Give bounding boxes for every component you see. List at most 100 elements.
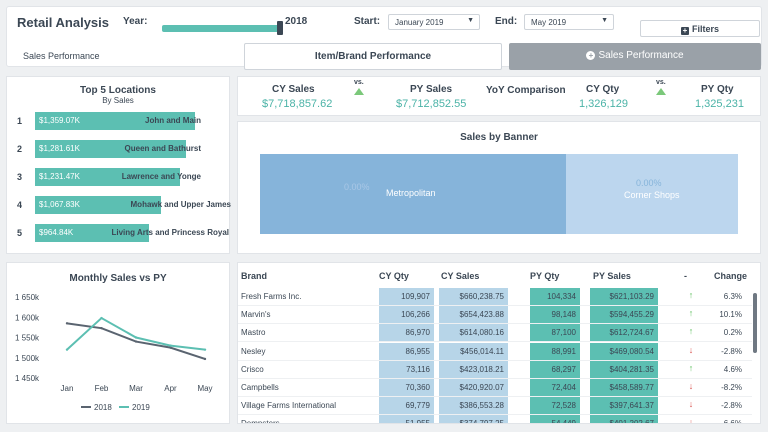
change-cell: -2.8% bbox=[721, 401, 742, 411]
row-divider bbox=[238, 396, 752, 397]
x-tick-label: Apr bbox=[164, 384, 177, 393]
metro-pct: 0.00% bbox=[344, 182, 370, 192]
y-tick-label: 1 500k bbox=[15, 354, 40, 363]
cy-qty-cell: 86,955 bbox=[379, 342, 434, 360]
location-row[interactable]: 4 $1,067.83K Mohawk and Upper James bbox=[15, 196, 231, 214]
cy-qty-cell: 51,955 bbox=[379, 415, 434, 423]
filters-button[interactable]: + Filters bbox=[640, 20, 760, 37]
end-select-value: May 2019 bbox=[531, 18, 567, 27]
header-panel: Retail Analysis Year: 2018 Start: Januar… bbox=[6, 6, 762, 70]
up-triangle-icon bbox=[354, 88, 364, 95]
table-row[interactable]: Campbells 70,360 $420,920.07 72,404 $458,589… bbox=[238, 379, 760, 397]
table-row[interactable]: Crisco 73,116 $423,018.21 68,297 $404,281.35… bbox=[238, 360, 760, 379]
location-name: Lawrence and Yonge bbox=[121, 172, 201, 181]
start-select-value: January 2019 bbox=[395, 18, 444, 27]
table-scrollbar[interactable] bbox=[753, 293, 757, 353]
row-divider bbox=[238, 414, 752, 416]
x-tick-label: Jan bbox=[61, 384, 74, 393]
location-row[interactable]: 5 $964.84K Living Arts and Princess Royal bbox=[15, 224, 229, 242]
change-cell: 6.3% bbox=[723, 292, 742, 301]
section-label: Sales Performance bbox=[23, 51, 100, 61]
row-divider bbox=[238, 305, 752, 306]
end-select[interactable]: May 2019 ▼ bbox=[524, 14, 614, 30]
py-qty-cell: 72,528 bbox=[530, 397, 580, 415]
py-qty-label: PY Qty bbox=[701, 84, 734, 95]
brand-cell: Nesley bbox=[241, 346, 266, 356]
table-row[interactable]: Fresh Farms Inc. 109,907 $660,238.75 104,33… bbox=[238, 288, 760, 306]
location-name: Mohawk and Upper James bbox=[130, 200, 231, 209]
table-row[interactable]: Marvin's 106,266 $654,423.88 98,148 $594,455… bbox=[238, 306, 760, 325]
column-header[interactable]: Change bbox=[714, 271, 748, 281]
table-row[interactable]: Dempsters 51,955 $374,797.25 54,449 $401,202… bbox=[238, 415, 760, 424]
py-sales-cell: $458,589.77 bbox=[590, 379, 658, 396]
year-slider[interactable] bbox=[162, 25, 282, 32]
py-qty-cell: 104,334 bbox=[530, 288, 580, 305]
location-row[interactable]: 3 $1,231.47K Lawrence and Yonge bbox=[15, 168, 225, 186]
brand-cell: Fresh Farms Inc. bbox=[241, 292, 302, 301]
location-row[interactable]: 2 $1,281.61K Queen and Bathurst bbox=[15, 140, 225, 158]
column-header[interactable]: PY Qty bbox=[530, 271, 560, 281]
table-row[interactable]: Village Farms International 69,779 $386,55… bbox=[238, 397, 760, 416]
banner-corner-shops-tile[interactable]: 0.00% Corner Shops bbox=[566, 154, 738, 234]
cy-sales-cell: $374,797.25 bbox=[439, 415, 508, 423]
monthly-sales-chart: 1 650k 1 600k 1 550k 1 500k 1 450k Jan Feb Mar A… bbox=[15, 293, 213, 412]
brand-cell: Crisco bbox=[241, 364, 264, 374]
table-row[interactable]: Mastro 86,970 $614,080.16 87,100 $612,724.67… bbox=[238, 324, 760, 343]
cy-qty-cell: 86,970 bbox=[379, 324, 434, 342]
x-tick-label: May bbox=[197, 384, 212, 393]
location-name: Living Arts and Princess Royal bbox=[111, 228, 229, 237]
arrow-down-icon: ↓ bbox=[688, 417, 694, 424]
location-rank: 4 bbox=[17, 200, 23, 210]
banner-metropolitan-tile[interactable]: 0.00% Metropolitan bbox=[260, 154, 566, 234]
row-divider bbox=[238, 341, 752, 343]
chevron-down-icon: ▼ bbox=[467, 17, 474, 24]
cy-qty-cell: 69,779 bbox=[379, 397, 434, 415]
cy-sales-cell: $423,018.21 bbox=[439, 360, 508, 378]
plus-icon: + bbox=[680, 26, 689, 35]
change-cell: 0.2% bbox=[723, 328, 742, 338]
series-line-2019 bbox=[66, 316, 206, 351]
start-select[interactable]: January 2019 ▼ bbox=[388, 14, 480, 30]
row-divider bbox=[238, 377, 752, 379]
column-header[interactable]: Brand bbox=[241, 271, 268, 281]
data-point bbox=[65, 348, 69, 351]
top-locations-panel: Top 5 Locations By Sales 1 $1,359.07K John… bbox=[6, 76, 231, 254]
change-cell: -2.8% bbox=[721, 346, 742, 356]
start-label: Start: bbox=[354, 16, 381, 27]
year-slider-handle[interactable] bbox=[277, 21, 283, 35]
location-name: Queen and Bathurst bbox=[124, 144, 201, 153]
py-qty-cell: 68,297 bbox=[530, 360, 580, 378]
column-header[interactable]: - bbox=[684, 271, 687, 281]
row-divider bbox=[238, 323, 752, 325]
location-value: $1,231.47K bbox=[39, 172, 80, 181]
py-sales-cell: $397,641.37 bbox=[590, 397, 658, 415]
legend-label-2019: 2019 bbox=[132, 403, 150, 412]
top-locations-subtitle: By Sales bbox=[102, 96, 134, 105]
cy-sales-cell: $420,920.07 bbox=[439, 379, 508, 396]
year-label: Year: bbox=[123, 16, 148, 27]
kpi-panel: CY Sales $7,718,857.62 vs. PY Sales $7,7… bbox=[237, 76, 761, 116]
tab-sales-performance[interactable]: + Sales Performance bbox=[509, 43, 761, 70]
data-point bbox=[203, 348, 207, 351]
location-row[interactable]: 1 $1,359.07K John and Main bbox=[15, 112, 225, 130]
py-qty-cell: 87,100 bbox=[530, 324, 580, 342]
data-point bbox=[169, 344, 172, 347]
py-sales-label: PY Sales bbox=[410, 84, 453, 95]
y-tick-label: 1 450k bbox=[15, 374, 40, 383]
py-qty-cell: 54,449 bbox=[530, 415, 580, 423]
tab-item-brand-performance[interactable]: Item/Brand Performance bbox=[244, 43, 502, 70]
column-header[interactable]: CY Sales bbox=[441, 271, 480, 281]
py-qty-cell: 88,991 bbox=[530, 342, 580, 360]
banner-title: Sales by Banner bbox=[460, 132, 538, 143]
py-sales-cell: $469,080.54 bbox=[590, 342, 658, 360]
location-rank: 2 bbox=[17, 144, 23, 154]
table-row[interactable]: Nesley 86,955 $456,014.11 88,991 $469,080.54… bbox=[238, 342, 760, 361]
corner-pct: 0.00% bbox=[636, 178, 662, 188]
py-sales-cell: $594,455.29 bbox=[590, 306, 658, 324]
end-label: End: bbox=[495, 16, 518, 27]
arrow-down-icon: ↓ bbox=[688, 344, 694, 355]
cy-qty-cell: 109,907 bbox=[379, 288, 434, 305]
column-header[interactable]: CY Qty bbox=[379, 271, 409, 281]
column-header[interactable]: PY Sales bbox=[593, 271, 631, 281]
cy-qty-cell: 106,266 bbox=[379, 306, 434, 324]
